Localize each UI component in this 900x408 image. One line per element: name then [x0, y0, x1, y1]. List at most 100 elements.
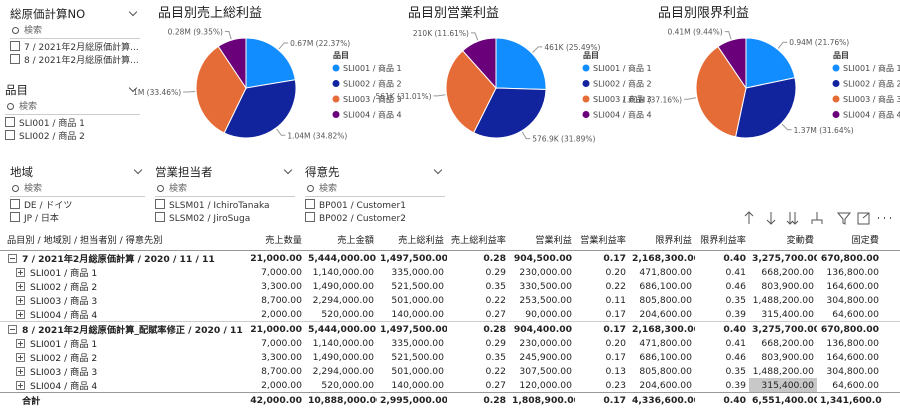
legend-label: SLI003 / 商品 3 [343, 94, 402, 104]
expand-icon[interactable] [16, 381, 25, 390]
cell: 0.40 [695, 250, 749, 265]
cell: 1,808,900.00 [509, 392, 575, 407]
cell: 1,488,200.00 [752, 294, 814, 306]
slicer-item-label: SLSM01 / IchiroTanaka [169, 201, 270, 211]
expand-icon[interactable] [8, 325, 17, 334]
legend-marker [582, 64, 590, 72]
pie-slice [495, 37, 547, 91]
row-label-text: SLI001 / 商品 1 [30, 268, 98, 279]
cell: 230,000.00 [519, 337, 572, 349]
cell: 2,294,000.00 [312, 294, 374, 306]
row-label-text: SLI003 / 商品 3 [30, 367, 98, 378]
expand-icon[interactable] [16, 268, 25, 277]
data-label: 1.61M (37.16%) [622, 95, 682, 104]
search-box[interactable]: 検索 [10, 24, 140, 39]
search-icon [7, 103, 14, 110]
cell: 0.23 [605, 379, 626, 391]
slicer-title: 地域 [10, 164, 145, 182]
leader-line [183, 90, 196, 93]
cell: 4,336,600.00 [629, 392, 695, 407]
cell: 0.22 [605, 280, 626, 292]
slicer-item[interactable]: SLI002 / 商品 2 [5, 130, 140, 143]
slicer-title-text: 営業担当者 [155, 165, 213, 179]
cell-empty [882, 350, 900, 364]
search-box[interactable]: 検索 [10, 182, 145, 197]
cell: 0.46 [725, 351, 746, 363]
cell-empty [882, 307, 900, 322]
data-label: 1M (33.46%) [133, 88, 181, 97]
slicer-item[interactable]: DE / ドイツ [10, 199, 145, 212]
cell: 1,497,500.00 [377, 321, 447, 336]
legend-title: 品目 [583, 51, 599, 60]
expand-icon[interactable] [16, 367, 25, 376]
checkbox [155, 212, 165, 222]
slicer-item[interactable]: SLSM02 / JiroSuga [155, 212, 295, 225]
slicer-item[interactable]: BP002 / Customer2 [305, 212, 445, 225]
cell: 3,300.00 [261, 280, 302, 292]
search-box[interactable]: 検索 [5, 100, 140, 115]
cell: 805,800.00 [639, 365, 692, 377]
cell: 7,000.00 [261, 337, 302, 349]
column-header: 営業利益率 [575, 228, 629, 251]
cell: 120,000.00 [519, 379, 572, 391]
cell: 140,000.00 [391, 379, 444, 391]
checkbox [155, 199, 165, 209]
expand-icon[interactable] [16, 310, 25, 319]
cell: 0.40 [695, 392, 749, 407]
slicer-item[interactable]: BP001 / Customer1 [305, 199, 445, 212]
cell: 0.13 [605, 365, 626, 377]
column-header: 限界利益率 [695, 228, 749, 251]
cell: 668,200.00 [761, 266, 814, 278]
leader-line [470, 32, 479, 41]
legend-label: SLI001 / 商品 1 [843, 63, 900, 73]
expand-icon[interactable] [16, 339, 25, 348]
column-header: 売上金額 [305, 228, 377, 251]
slicer-title: 得意先 [305, 164, 445, 182]
cell: 0.35 [725, 365, 746, 377]
cell: 0.17 [605, 351, 626, 363]
cell: 3,275,700.00 [749, 321, 817, 336]
slicer-item-label: 7 / 2021年2月総原価計算... [24, 43, 139, 53]
column-header: 販売費 [882, 228, 900, 251]
cell: 0.41 [725, 266, 746, 278]
cell: 2,995,000.00 [377, 392, 447, 407]
cell-empty [882, 392, 900, 407]
table-row: SLI001 / 商品 1 7,000.00 1,140,000.00 335,000… [0, 336, 900, 350]
column-header: 営業利益 [509, 228, 575, 251]
expand-icon[interactable] [16, 296, 25, 305]
slicer-item[interactable]: JP / 日本 [10, 212, 145, 225]
table-row: SLI002 / 商品 2 3,300.00 1,490,000.00 521,500… [0, 350, 900, 364]
cell: 330,500.00 [519, 280, 572, 292]
expand-icon[interactable] [8, 254, 17, 263]
slicer-title: 品目 [5, 82, 140, 100]
chevron [133, 165, 143, 175]
legend-marker [582, 95, 590, 103]
pie-slice [717, 37, 747, 90]
cell: 1,490,000.00 [312, 351, 374, 363]
cell: 2,168,300.00 [629, 250, 695, 265]
slicer-item[interactable]: SLI001 / 商品 1 [5, 117, 140, 130]
expand-icon[interactable] [16, 353, 25, 362]
charts: 品目別売上総利益 0.67M (22.37%) 1.04M (34.82%) 1M (… [133, 5, 900, 225]
expand-icon[interactable] [16, 282, 25, 291]
search-box[interactable]: 検索 [305, 182, 445, 197]
leader-line [684, 97, 697, 100]
checkbox [5, 130, 15, 140]
legend-marker [832, 80, 840, 87]
column-header: 変動費 [749, 228, 817, 251]
cell: 204,600.00 [639, 308, 692, 320]
cell: 1,140,000.00 [312, 266, 374, 278]
data-label: 210K (11.61%) [413, 29, 469, 38]
data-label: 561K (31.01%) [375, 92, 431, 101]
search-box[interactable]: 検索 [155, 182, 295, 197]
search-placeholder: 検索 [169, 184, 188, 194]
legend-label: SLI004 / 商品 4 [343, 110, 402, 120]
cell: 10,888,000.00 [305, 392, 377, 407]
slicer-item[interactable]: 7 / 2021年2月総原価計算... [10, 41, 140, 54]
checkbox [305, 212, 315, 222]
slicer-item[interactable]: 8 / 2021年2月総原価計算... [10, 54, 140, 67]
cell: 164,600.00 [826, 351, 879, 363]
data-label: 1.04M (34.82%) [287, 131, 347, 140]
slicer-item[interactable]: SLSM01 / IchiroTanaka [155, 199, 295, 212]
slicer-title-text: 総原価計算NO [10, 7, 86, 21]
